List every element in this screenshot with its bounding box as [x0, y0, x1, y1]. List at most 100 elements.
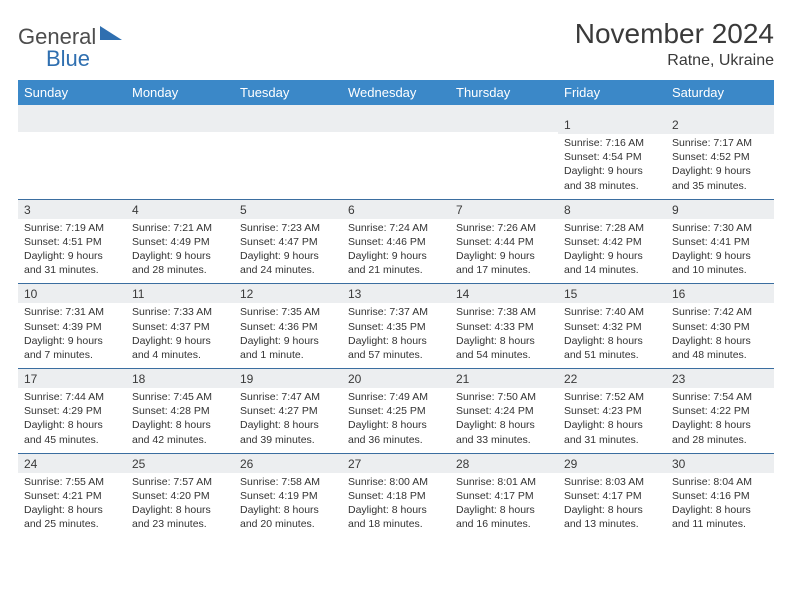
calendar-day-cell: 4Sunrise: 7:21 AMSunset: 4:49 PMDaylight… [126, 199, 234, 284]
day-number: 11 [126, 284, 234, 303]
sunset-line: Sunset: 4:39 PM [24, 320, 120, 334]
daylight-line: Daylight: 8 hours and 18 minutes. [348, 503, 444, 531]
sunrise-line: Sunrise: 7:47 AM [240, 390, 336, 404]
day-number: 14 [450, 284, 558, 303]
calendar-day-cell: 5Sunrise: 7:23 AMSunset: 4:47 PMDaylight… [234, 199, 342, 284]
day-body: Sunrise: 8:01 AMSunset: 4:17 PMDaylight:… [450, 473, 558, 538]
calendar-day-cell: 1Sunrise: 7:16 AMSunset: 4:54 PMDaylight… [558, 115, 666, 199]
day-body: Sunrise: 8:03 AMSunset: 4:17 PMDaylight:… [558, 473, 666, 538]
day-number: 20 [342, 369, 450, 388]
sunset-line: Sunset: 4:47 PM [240, 235, 336, 249]
day-body: Sunrise: 7:30 AMSunset: 4:41 PMDaylight:… [666, 219, 774, 284]
sunrise-line: Sunrise: 7:52 AM [564, 390, 660, 404]
calendar-day-cell: 30Sunrise: 8:04 AMSunset: 4:16 PMDayligh… [666, 453, 774, 537]
daylight-line: Daylight: 8 hours and 23 minutes. [132, 503, 228, 531]
day-body: Sunrise: 8:04 AMSunset: 4:16 PMDaylight:… [666, 473, 774, 538]
day-number: 27 [342, 454, 450, 473]
sunset-line: Sunset: 4:20 PM [132, 489, 228, 503]
day-body: Sunrise: 7:50 AMSunset: 4:24 PMDaylight:… [450, 388, 558, 453]
daylight-line: Daylight: 8 hours and 45 minutes. [24, 418, 120, 446]
sunrise-line: Sunrise: 7:49 AM [348, 390, 444, 404]
calendar-day-cell: 17Sunrise: 7:44 AMSunset: 4:29 PMDayligh… [18, 369, 126, 454]
sunset-line: Sunset: 4:52 PM [672, 150, 768, 164]
day-body: Sunrise: 7:45 AMSunset: 4:28 PMDaylight:… [126, 388, 234, 453]
calendar-day-cell [450, 115, 558, 199]
calendar-day-cell: 3Sunrise: 7:19 AMSunset: 4:51 PMDaylight… [18, 199, 126, 284]
calendar-day-cell: 19Sunrise: 7:47 AMSunset: 4:27 PMDayligh… [234, 369, 342, 454]
sunset-line: Sunset: 4:33 PM [456, 320, 552, 334]
daylight-line: Daylight: 9 hours and 1 minute. [240, 334, 336, 362]
month-title: November 2024 [575, 18, 774, 50]
sunrise-line: Sunrise: 7:23 AM [240, 221, 336, 235]
sunrise-line: Sunrise: 7:21 AM [132, 221, 228, 235]
sunrise-line: Sunrise: 7:37 AM [348, 305, 444, 319]
sunrise-line: Sunrise: 7:24 AM [348, 221, 444, 235]
sunrise-line: Sunrise: 8:00 AM [348, 475, 444, 489]
day-body: Sunrise: 7:52 AMSunset: 4:23 PMDaylight:… [558, 388, 666, 453]
day-number [342, 115, 450, 132]
sunset-line: Sunset: 4:36 PM [240, 320, 336, 334]
daylight-line: Daylight: 8 hours and 36 minutes. [348, 418, 444, 446]
day-body [126, 132, 234, 194]
dow-friday: Friday [558, 80, 666, 105]
daylight-line: Daylight: 9 hours and 38 minutes. [564, 164, 660, 192]
day-number: 25 [126, 454, 234, 473]
calendar-day-cell [126, 115, 234, 199]
day-number: 10 [18, 284, 126, 303]
sunrise-line: Sunrise: 7:42 AM [672, 305, 768, 319]
daylight-line: Daylight: 8 hours and 57 minutes. [348, 334, 444, 362]
calendar-day-cell: 26Sunrise: 7:58 AMSunset: 4:19 PMDayligh… [234, 453, 342, 537]
day-body: Sunrise: 7:24 AMSunset: 4:46 PMDaylight:… [342, 219, 450, 284]
sunset-line: Sunset: 4:44 PM [456, 235, 552, 249]
sunrise-line: Sunrise: 7:19 AM [24, 221, 120, 235]
calendar-day-cell: 6Sunrise: 7:24 AMSunset: 4:46 PMDaylight… [342, 199, 450, 284]
calendar-day-cell: 24Sunrise: 7:55 AMSunset: 4:21 PMDayligh… [18, 453, 126, 537]
sunset-line: Sunset: 4:16 PM [672, 489, 768, 503]
sunset-line: Sunset: 4:46 PM [348, 235, 444, 249]
calendar-day-cell [234, 115, 342, 199]
day-number: 22 [558, 369, 666, 388]
calendar-day-cell: 12Sunrise: 7:35 AMSunset: 4:36 PMDayligh… [234, 284, 342, 369]
dow-monday: Monday [126, 80, 234, 105]
day-body: Sunrise: 8:00 AMSunset: 4:18 PMDaylight:… [342, 473, 450, 538]
day-body: Sunrise: 7:57 AMSunset: 4:20 PMDaylight:… [126, 473, 234, 538]
dow-thursday: Thursday [450, 80, 558, 105]
day-body: Sunrise: 7:47 AMSunset: 4:27 PMDaylight:… [234, 388, 342, 453]
calendar-week-row: 1Sunrise: 7:16 AMSunset: 4:54 PMDaylight… [18, 115, 774, 199]
daylight-line: Daylight: 8 hours and 25 minutes. [24, 503, 120, 531]
day-number: 21 [450, 369, 558, 388]
day-number: 30 [666, 454, 774, 473]
day-body: Sunrise: 7:38 AMSunset: 4:33 PMDaylight:… [450, 303, 558, 368]
sunrise-line: Sunrise: 7:44 AM [24, 390, 120, 404]
daylight-line: Daylight: 8 hours and 20 minutes. [240, 503, 336, 531]
calendar-day-cell [18, 115, 126, 199]
daylight-line: Daylight: 8 hours and 48 minutes. [672, 334, 768, 362]
day-number [126, 115, 234, 132]
calendar-day-cell: 21Sunrise: 7:50 AMSunset: 4:24 PMDayligh… [450, 369, 558, 454]
calendar-day-cell: 2Sunrise: 7:17 AMSunset: 4:52 PMDaylight… [666, 115, 774, 199]
sunset-line: Sunset: 4:28 PM [132, 404, 228, 418]
day-number: 8 [558, 200, 666, 219]
sunrise-line: Sunrise: 8:03 AM [564, 475, 660, 489]
daylight-line: Daylight: 8 hours and 39 minutes. [240, 418, 336, 446]
day-body: Sunrise: 7:44 AMSunset: 4:29 PMDaylight:… [18, 388, 126, 453]
sunset-line: Sunset: 4:19 PM [240, 489, 336, 503]
daylight-line: Daylight: 9 hours and 7 minutes. [24, 334, 120, 362]
sunset-line: Sunset: 4:29 PM [24, 404, 120, 418]
sunrise-line: Sunrise: 7:50 AM [456, 390, 552, 404]
calendar-day-cell: 28Sunrise: 8:01 AMSunset: 4:17 PMDayligh… [450, 453, 558, 537]
daylight-line: Daylight: 8 hours and 54 minutes. [456, 334, 552, 362]
calendar-week-row: 17Sunrise: 7:44 AMSunset: 4:29 PMDayligh… [18, 369, 774, 454]
day-body: Sunrise: 7:19 AMSunset: 4:51 PMDaylight:… [18, 219, 126, 284]
day-body: Sunrise: 7:37 AMSunset: 4:35 PMDaylight:… [342, 303, 450, 368]
daylight-line: Daylight: 8 hours and 16 minutes. [456, 503, 552, 531]
sunrise-line: Sunrise: 7:54 AM [672, 390, 768, 404]
day-number: 26 [234, 454, 342, 473]
day-number: 13 [342, 284, 450, 303]
day-body: Sunrise: 7:54 AMSunset: 4:22 PMDaylight:… [666, 388, 774, 453]
daylight-line: Daylight: 9 hours and 28 minutes. [132, 249, 228, 277]
day-body: Sunrise: 7:28 AMSunset: 4:42 PMDaylight:… [558, 219, 666, 284]
calendar-day-cell: 25Sunrise: 7:57 AMSunset: 4:20 PMDayligh… [126, 453, 234, 537]
sunset-line: Sunset: 4:27 PM [240, 404, 336, 418]
sunrise-line: Sunrise: 7:40 AM [564, 305, 660, 319]
